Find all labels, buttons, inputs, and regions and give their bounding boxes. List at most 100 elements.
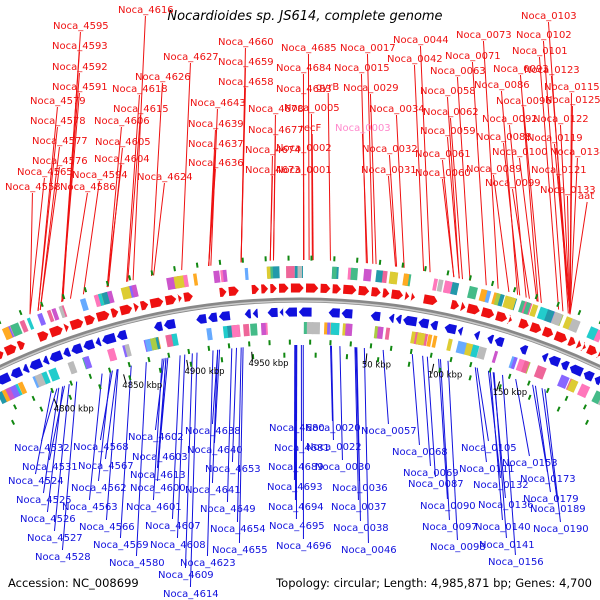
bottom-gene-arrow bbox=[0, 372, 12, 385]
top-gene-arrow bbox=[37, 331, 49, 342]
top-leader-line bbox=[310, 113, 313, 261]
inner-marker-dot bbox=[189, 361, 193, 367]
top-gene-arrow bbox=[84, 315, 95, 326]
top-gene-arrow bbox=[0, 350, 4, 362]
top-marker-dot bbox=[356, 257, 359, 263]
bottom-leader-line bbox=[426, 356, 436, 478]
bottom-gene-arrow bbox=[244, 309, 252, 319]
top-marker-dot bbox=[40, 301, 44, 308]
bottom-leader-line bbox=[48, 385, 65, 461]
inner-marker-dot bbox=[556, 406, 561, 412]
top-leader-line bbox=[482, 40, 499, 289]
bottom-annotation-block bbox=[5, 387, 15, 401]
bottom-gene-label: Noca_4695 bbox=[269, 521, 325, 532]
top-annotation-block bbox=[350, 267, 359, 281]
bottom-gene-label: Noca_0190 bbox=[533, 524, 589, 535]
top-annotation-block bbox=[1, 326, 13, 341]
top-gene-label: Noca_0031 bbox=[361, 165, 417, 176]
bottom-gene-arrow bbox=[418, 318, 430, 329]
bottom-annotation-block bbox=[426, 334, 433, 347]
bottom-gene-arrow bbox=[569, 364, 584, 377]
bottom-marker-dot bbox=[369, 343, 373, 349]
top-annotation-block bbox=[478, 288, 488, 302]
top-gene-label: Noca_0115 bbox=[544, 82, 600, 93]
bottom-gene-arrow bbox=[252, 308, 259, 318]
bottom-annotation-block bbox=[9, 384, 21, 399]
bottom-annotation-block bbox=[455, 340, 467, 355]
top-gene-label: Noca_4627 bbox=[163, 52, 219, 63]
bottom-annotation-block bbox=[415, 332, 426, 346]
bottom-gene-label: Noca_4614 bbox=[163, 589, 219, 600]
top-marker-dot bbox=[468, 275, 472, 281]
bottom-gene-arrow bbox=[541, 353, 549, 363]
bottom-leader-line bbox=[422, 355, 431, 467]
bottom-leader-line bbox=[226, 348, 233, 503]
inner-marker-dot bbox=[376, 357, 380, 363]
bottom-gene-label: Noca_4531 bbox=[22, 462, 78, 473]
bottom-leader-line bbox=[532, 384, 548, 473]
top-gene-label: Noca_0073 bbox=[456, 30, 512, 41]
top-gene-label: Noca_0061 bbox=[415, 149, 471, 160]
top-marker-dot bbox=[150, 270, 154, 276]
top-annotation-block bbox=[331, 266, 337, 279]
top-leader-line bbox=[419, 45, 431, 273]
bottom-leader-line bbox=[156, 357, 167, 482]
bottom-annotation-block bbox=[306, 322, 314, 335]
bottom-gene-label: Noca_0111 bbox=[459, 464, 515, 475]
bottom-annotation-block bbox=[373, 326, 379, 339]
bottom-gene-arrow bbox=[403, 315, 418, 327]
top-strand-group: Noca_4616 Noca_4595 Noca_4593 Noca_4592 Noca… bbox=[0, 5, 600, 362]
top-gene-label: Noca_4591 bbox=[52, 82, 108, 93]
top-leader-line bbox=[569, 157, 578, 315]
top-annotation-block bbox=[297, 265, 303, 279]
top-annotation-block bbox=[286, 266, 295, 279]
bottom-leader-line bbox=[176, 354, 186, 539]
bottom-gene-label: Noca_0022 bbox=[306, 442, 362, 453]
top-annotation-block bbox=[26, 317, 35, 330]
bottom-marker-dot bbox=[469, 361, 473, 368]
bottom-gene-arrow bbox=[95, 337, 102, 347]
top-gene-label: Noca_4684 bbox=[276, 63, 332, 74]
top-gene-arrow bbox=[567, 336, 576, 347]
bottom-gene-label: Noca_0105 bbox=[461, 443, 517, 454]
top-annotation-block bbox=[271, 266, 280, 279]
top-gene-arrow bbox=[586, 344, 597, 356]
bottom-marker-dot bbox=[349, 341, 352, 347]
top-leader-line bbox=[446, 96, 460, 279]
bottom-annotation-block bbox=[67, 361, 77, 375]
bottom-gene-label: Noca_0038 bbox=[333, 523, 389, 534]
bottom-leader-line bbox=[189, 352, 198, 588]
bottom-leader-line bbox=[438, 358, 448, 500]
bottom-gene-label: Noca_4694 bbox=[268, 502, 324, 513]
bottom-gene-label: Noca_0068 bbox=[392, 447, 448, 458]
top-gene-label: Noca_0133 bbox=[540, 185, 596, 196]
bottom-annotation-block bbox=[48, 367, 61, 382]
top-leader-line bbox=[210, 108, 218, 266]
bottom-annotation-block bbox=[521, 360, 530, 374]
top-leader-line bbox=[126, 94, 140, 282]
bottom-leader-line bbox=[493, 372, 507, 539]
bottom-gene-label: Noca_0037 bbox=[331, 502, 387, 513]
kbp-tick-mark bbox=[365, 353, 368, 364]
bottom-gene-arrow bbox=[341, 309, 353, 319]
bottom-marker-dot bbox=[582, 404, 587, 410]
top-leader-line bbox=[150, 82, 163, 276]
top-gene-label: aat bbox=[578, 191, 594, 202]
top-marker-dot bbox=[512, 287, 517, 293]
top-leader-line bbox=[61, 92, 80, 302]
bottom-gene-arrow bbox=[208, 312, 218, 323]
bottom-marker-dot bbox=[50, 387, 55, 394]
top-leader-line bbox=[369, 93, 377, 265]
kbp-tick-label: 4900 kbp bbox=[184, 367, 224, 377]
bottom-leader-line bbox=[184, 353, 193, 569]
bottom-gene-arrow bbox=[487, 334, 495, 344]
bottom-gene-label: Noca_4640 bbox=[187, 445, 243, 456]
bottom-marker-dot bbox=[248, 341, 251, 347]
inner-marker-dot bbox=[98, 384, 102, 390]
bottom-annotation-block bbox=[231, 324, 241, 338]
top-gene-arrow bbox=[219, 287, 227, 298]
bottom-leader-line bbox=[330, 345, 334, 441]
top-annotation-block bbox=[266, 266, 271, 279]
bottom-marker-dot bbox=[88, 373, 93, 379]
bottom-marker-dot bbox=[167, 352, 171, 358]
